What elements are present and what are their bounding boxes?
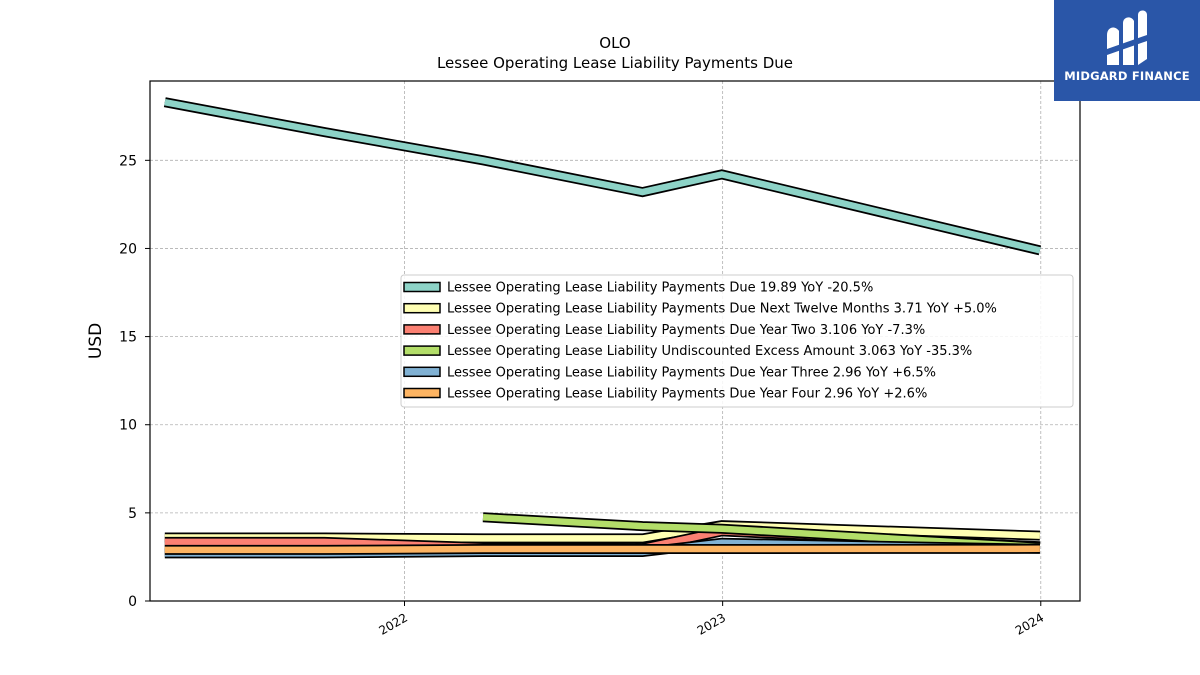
- legend-swatch: [403, 387, 441, 399]
- x-tick-label: 2022: [377, 610, 410, 637]
- legend-label: Lessee Operating Lease Liability Payment…: [447, 302, 997, 317]
- legend-swatch: [403, 366, 441, 378]
- y-tick-label: 10: [119, 418, 137, 434]
- brand-name: MIDGARD FINANCE: [1064, 69, 1190, 83]
- series-line: [163, 97, 1042, 256]
- x-tick-label: 2024: [1013, 610, 1046, 637]
- x-tick-label: 2023: [695, 610, 728, 637]
- plot-frame: [149, 80, 1081, 602]
- brand-logo: MIDGARD FINANCE: [1054, 0, 1200, 101]
- legend-label: Lessee Operating Lease Liability Undisco…: [447, 344, 972, 359]
- series-line: [164, 543, 1040, 555]
- legend-label: Lessee Operating Lease Liability Payment…: [447, 323, 925, 338]
- legend-swatch: [403, 345, 441, 356]
- legend-label: Lessee Operating Lease Liability Payment…: [447, 365, 936, 380]
- series-line: [482, 512, 1041, 552]
- y-tick-label: 5: [128, 506, 137, 522]
- y-tick-label: 0: [128, 594, 137, 610]
- legend: Lessee Operating Lease Liability Payment…: [400, 274, 1074, 408]
- series-layer: [163, 97, 1042, 559]
- y-tick-label: 20: [119, 241, 137, 257]
- legend-swatch: [403, 281, 441, 293]
- y-axis-label: USD: [86, 323, 106, 359]
- logo-mark-icon: [1107, 10, 1147, 65]
- y-tick-label: 15: [119, 330, 137, 346]
- y-tick-label: 25: [119, 153, 137, 169]
- series-fill: [164, 545, 1040, 554]
- legend-label: Lessee Operating Lease Liability Payment…: [447, 387, 927, 402]
- legend-swatch: [403, 302, 441, 314]
- legend-swatch: [403, 324, 441, 335]
- legend-box: [400, 274, 1074, 408]
- series-fill: [164, 99, 1041, 254]
- legend-label: Lessee Operating Lease Liability Payment…: [447, 281, 873, 296]
- series-fill: [482, 514, 1041, 551]
- chart-title: OLO: [599, 34, 630, 52]
- chart-subtitle: Lessee Operating Lease Liability Payment…: [437, 54, 793, 72]
